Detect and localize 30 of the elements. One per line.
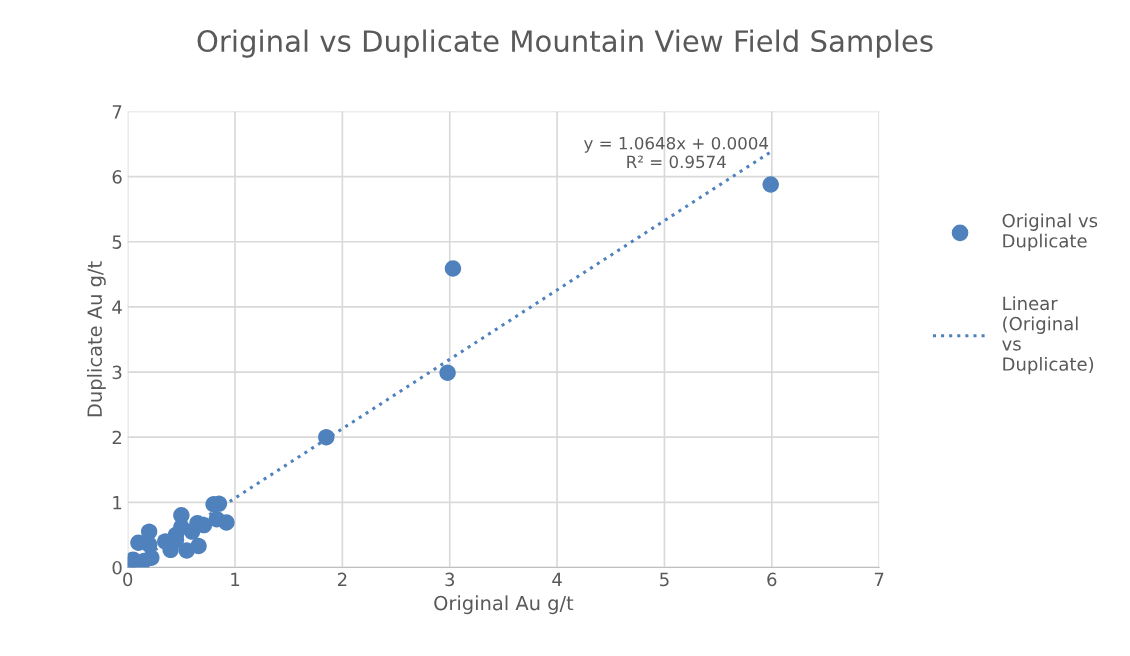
- x-tick-label: 5: [660, 572, 669, 587]
- x-tick-label: 2: [337, 572, 347, 587]
- x-tick-label: 7: [874, 572, 884, 587]
- y-tick-label: 5: [112, 235, 122, 249]
- y-tick-label: 7: [112, 105, 122, 119]
- chart-title: Original vs Duplicate Mountain View Field Samples: [197, 29, 933, 58]
- point: [178, 542, 195, 559]
- legend-label: Linear (Original vs Duplicate): [1002, 296, 1094, 375]
- y-tick-label: 1: [113, 496, 122, 510]
- y-tick-label: 2: [112, 430, 122, 445]
- y-tick-label: 3: [112, 365, 122, 380]
- point: [439, 364, 456, 381]
- annotation: y = 1.0648x + 0.0004 R² = 0.9574: [584, 136, 769, 169]
- y-tick-label: 0: [112, 560, 122, 575]
- y-tick-label: 6: [112, 170, 122, 184]
- x-tick-label: 0: [123, 572, 133, 587]
- point: [218, 514, 235, 531]
- y-tick-label: 4: [112, 300, 122, 314]
- x-tick-label: 6: [767, 572, 777, 587]
- point: [130, 534, 147, 551]
- x-tick-label: 3: [445, 572, 455, 587]
- x-axis-title: Original Au g/t: [434, 595, 574, 615]
- point: [444, 260, 462, 277]
- x-tick-label: 1: [231, 572, 240, 587]
- point: [762, 176, 779, 193]
- x-tick-label: 4: [552, 572, 562, 587]
- y-axis-title: Duplicate Au g/t: [86, 261, 106, 417]
- legend-label: Original vs Duplicate: [1002, 213, 1098, 252]
- point: [183, 523, 201, 540]
- point: [318, 428, 335, 446]
